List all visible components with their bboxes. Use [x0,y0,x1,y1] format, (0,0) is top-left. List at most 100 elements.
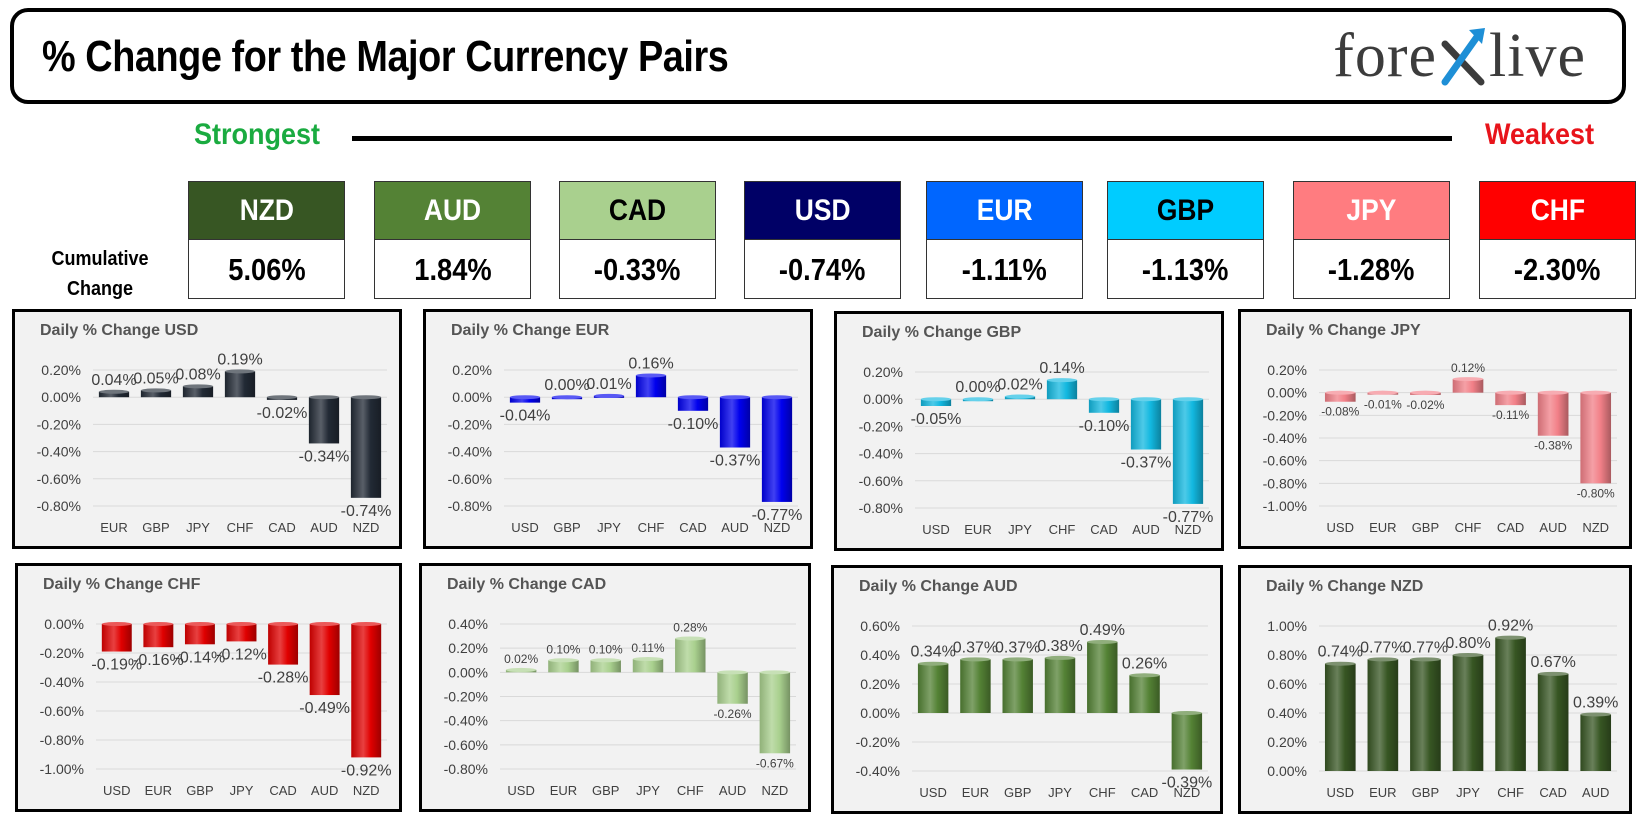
chart-title: Daily % Change USD [40,322,199,339]
bar-cap [1367,657,1399,662]
bar-cap [590,658,621,663]
y-tick-label: -0.60% [444,737,488,753]
bar-cap [1324,390,1356,395]
y-tick-label: -0.80% [1263,475,1307,491]
bar-cad [268,624,299,665]
bar-cap [1367,390,1399,395]
data-label: 0.77% [1360,639,1405,656]
bar-nzd [1171,713,1203,770]
cumulative-value: -1.13% [1108,240,1263,300]
data-label: 0.08% [175,366,220,383]
bar-chf [224,371,256,398]
bar-cap [505,667,537,672]
daily-change-chart-chf: Daily % Change CHF 0.00% -0.20% -0.40% -0.60… [15,563,402,812]
x-tick-label: CHF [638,520,665,535]
x-tick-label: EUR [145,783,172,798]
bar-cad [1129,675,1160,713]
y-tick-label: 0.20% [1267,734,1307,750]
bar-cad [677,397,709,411]
data-label: 0.80% [1445,635,1490,652]
bar-chart: 0.60% 0.40% 0.20% 0.00% -0.20% -0.40% 0.34% USD… [856,618,1213,800]
currency-code: GBP [1108,182,1263,240]
data-label: -0.10% [1079,418,1130,435]
cumulative-value: -1.11% [927,240,1082,300]
data-label: -0.92% [341,762,392,779]
y-tick-label: 0.00% [448,664,488,680]
x-tick-label: AUD [1132,522,1159,537]
bar-cap [1580,390,1612,395]
cumulative-label-line1: Cumulative [51,248,149,270]
data-label: -0.37% [710,453,761,470]
data-label: -0.05% [911,411,962,428]
forexlive-logo: fore live [1333,22,1586,90]
x-tick-label: CHF [1455,520,1482,535]
bar-cap [917,661,949,666]
bar-cap [1410,657,1441,662]
data-label: 0.12% [1451,361,1485,375]
bar-aud [1130,399,1162,450]
bar-cap [266,395,298,400]
cumulative-value-text: -0.33% [594,252,681,287]
x-tick-label: CHF [1049,522,1076,537]
logo-text-right: live [1489,21,1586,90]
bar-chart: 0.40% 0.20% 0.00% -0.20% -0.40% -0.60% -0.80% 0… [444,616,796,798]
chart-title: Daily % Change NZD [1266,578,1424,595]
logo-text-left: fore [1333,21,1438,90]
data-label: -0.77% [752,507,803,524]
bar-cap [1129,673,1160,678]
cumulative-change-label: Cumulative Change [46,244,154,304]
bar-aud [719,397,751,448]
y-tick-label: -0.20% [448,416,492,432]
data-label: -0.80% [1577,486,1615,500]
bar-gbp [184,624,215,645]
bar-chf [1046,380,1078,400]
bar-chart: 0.20% 0.00% -0.20% -0.40% -0.60% -0.80% -1.00%… [1263,361,1617,535]
data-label: -0.19% [91,657,142,674]
bar-cap [1452,377,1484,382]
bar-cap [1452,653,1484,657]
currency-code: USD [745,182,900,240]
bar-cap [351,622,382,626]
data-label: -0.74% [341,503,392,520]
bar-cap [140,388,172,393]
daily-change-chart-nzd: Daily % Change NZD 1.00% 0.80% 0.60% 0.40% 0.… [1238,565,1632,814]
bar-cap [960,657,991,662]
y-tick-label: -0.40% [859,446,903,462]
data-label: -0.34% [299,448,350,465]
cumulative-value: -0.33% [560,240,715,300]
bar-cap [1002,657,1033,662]
data-label: -0.28% [258,670,309,687]
data-label: 0.00% [955,379,1000,396]
bar-cad [1495,392,1526,406]
x-tick-label: CAD [1539,785,1566,800]
currency-tile-nzd: NZD 5.06% [188,181,345,299]
bar-gbp [140,390,172,398]
y-tick-label: -0.20% [444,689,488,705]
y-tick-label: -0.40% [448,444,492,460]
bar-cap [675,636,706,641]
bar-aud [1537,392,1569,436]
y-tick-label: -0.80% [40,732,84,748]
x-tick-label: CAD [269,783,296,798]
data-label: -0.49% [299,700,350,717]
data-label: 0.00% [544,377,589,394]
x-tick-label: GBP [1004,785,1031,800]
currency-code: CHF [1480,182,1635,240]
currency-tile-jpy: JPY -1.28% [1293,181,1450,299]
bar-cap [101,622,132,626]
x-tick-label: AUD [311,783,338,798]
currency-code-text: JPY [1346,193,1397,227]
x-tick-label: EUR [1369,520,1396,535]
bar-gbp [590,660,621,673]
x-tick-label: USD [507,783,534,798]
x-tick-label: CHF [1497,785,1524,800]
bar-cap [1324,661,1356,666]
y-tick-label: 0.60% [860,618,900,634]
currency-tile-cad: CAD -0.33% [559,181,716,299]
bar-nzd [1580,392,1612,484]
currency-tile-eur: EUR -1.11% [926,181,1083,299]
x-tick-label: NZD [764,520,791,535]
x-tick-label: NZD [1175,522,1202,537]
data-label: -0.02% [1406,398,1444,412]
data-label: -0.37% [1121,455,1172,472]
